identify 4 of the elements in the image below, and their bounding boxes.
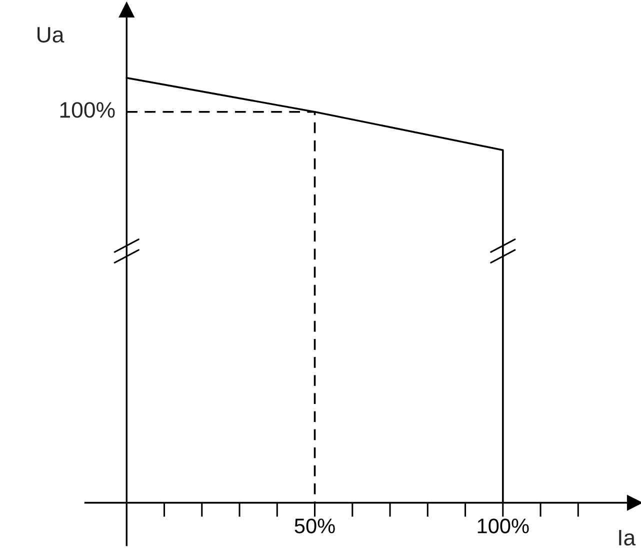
x-tick-label: 50% (294, 518, 335, 534)
y-axis-title: Ua (38, 27, 64, 43)
annotation: 100% (60, 102, 115, 118)
x-axis-title: Ia (619, 530, 636, 546)
